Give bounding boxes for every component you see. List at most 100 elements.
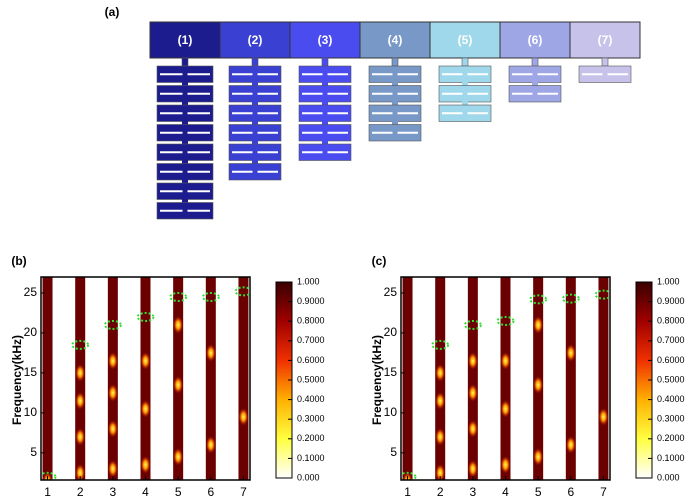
device-box [219,21,291,59]
y-axis-label: Frequency(kHz) [10,335,24,425]
colorbar-tick-label: 1.000 [297,276,320,286]
comb-bridge [532,92,538,96]
y-tick-label: 25 [24,285,38,299]
resonance-band [565,435,576,454]
resonance-band [173,447,184,466]
comb-bridge [322,150,328,154]
colorbar-tick-label: 0.4000 [657,394,685,404]
comb-bridge [392,111,398,115]
panel-label: (a) [105,5,120,19]
resonance-band [205,435,216,454]
comb-bridge [182,150,188,154]
colorbar-tick-label: 0.8000 [297,316,325,326]
comb-bridge [322,92,328,96]
colorbar-tick-label: 0.7000 [297,335,325,345]
stripe [42,277,53,480]
resonance-band [435,427,446,446]
marker [234,286,250,297]
comb-link [252,121,258,125]
resonance-band [75,391,86,410]
plot-area [401,277,610,480]
y-tick-label: 20 [24,325,38,339]
comb [156,65,214,220]
resonance-band [140,351,151,370]
colorbar-tick-label: 0.1000 [297,453,325,463]
x-tick-label: 4 [142,485,149,499]
device-label: (2) [248,33,263,47]
comb [578,65,632,83]
colorbar-tick-label: 0.1000 [657,453,685,463]
marker [594,289,610,300]
marker [561,293,580,304]
comb-link [182,82,188,86]
resonance-band [467,419,478,438]
comb-stem [391,57,399,67]
x-tick-label: 4 [502,485,509,499]
comb-link [322,82,328,86]
colorbar-tick-label: 0.3000 [657,414,685,424]
x-tick-label: 3 [110,485,117,499]
x-tick-label: 7 [240,485,247,499]
stripe [238,277,249,480]
comb-link [322,140,328,145]
comb-bridge [252,72,258,76]
resonance-band [402,471,413,480]
stripe [467,277,478,480]
colorbar-tick-label: 0.000 [297,472,320,482]
comb-stem [251,57,259,67]
resonance-band [173,375,184,394]
resonance-band [140,399,151,418]
resonance-band [500,351,511,370]
y-tick-label: 25 [384,285,398,299]
x-tick-label: 7 [600,485,607,499]
x-tick-label: 1 [44,485,51,499]
colorbar-tick-label: 0.000 [657,472,680,482]
comb-link [532,82,538,86]
comb-bridge [462,72,468,76]
resonance-band [467,459,478,478]
resonance-band [533,315,544,334]
marker [431,339,450,350]
comb-link [252,160,258,164]
comb-link [392,101,398,106]
comb [368,65,422,142]
resonance-band [500,399,511,418]
marker [41,471,57,480]
y-axis-label: Frequency(kHz) [370,335,384,425]
comb-bridge [252,92,258,96]
resonance-band [533,447,544,466]
marker [496,315,515,326]
comb-link [462,101,468,106]
comb-link [182,101,188,106]
comb-bridge [252,111,258,115]
comb-link [252,101,258,106]
comb-link [392,82,398,86]
colorbar-tick-label: 1.000 [657,276,680,286]
x-tick-label: 2 [77,485,84,499]
marker [529,294,548,305]
resonance-band [140,455,151,474]
y-tick-label: 20 [384,325,398,339]
comb-bridge [182,111,188,115]
colorbar-tick-label: 0.7000 [657,335,685,345]
device-box [149,21,221,59]
comb-link [392,121,398,125]
comb [438,65,492,122]
marker [401,471,417,480]
resonance-band [107,383,118,402]
stripe [598,277,609,480]
colorbar-tick-label: 0.2000 [297,433,325,443]
device-label: (1) [178,33,193,47]
x-tick-label: 3 [470,485,477,499]
comb-stem [531,57,539,67]
comb-link [252,82,258,86]
resonance-band [42,471,53,480]
plot-area [41,277,250,480]
stripe [565,277,576,480]
resonance-band [75,463,86,480]
colorbar-tick-label: 0.6000 [657,355,685,365]
resonance-band [75,363,86,382]
panel-label: (c) [372,254,387,268]
comb-bridge [322,131,328,135]
